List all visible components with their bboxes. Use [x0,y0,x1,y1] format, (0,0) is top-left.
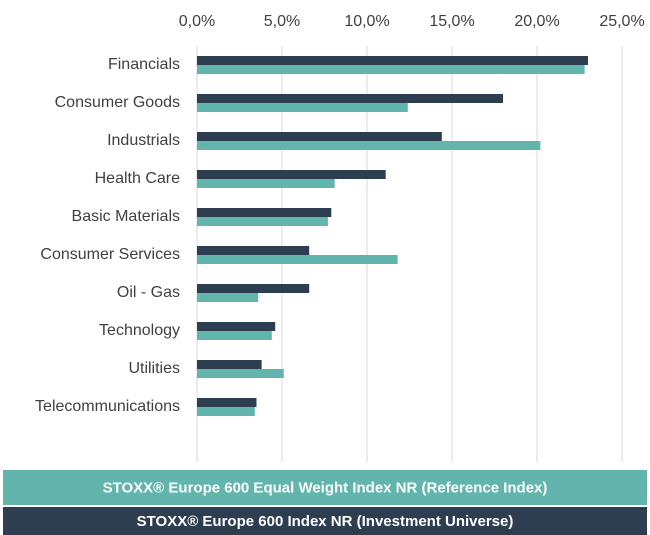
y-tick-label: Industrials [107,132,180,149]
x-tick-label: 20,0% [514,13,559,30]
bar [197,322,276,331]
y-tick-label: Consumer Services [40,246,180,263]
bar [197,141,541,150]
bar [197,246,310,255]
bar [197,407,255,416]
bar [197,94,503,103]
bar [197,179,335,188]
x-tick-label: 15,0% [429,13,474,30]
legend-label: STOXX® Europe 600 Index NR (Investment U… [137,513,514,530]
x-tick-label: 5,0% [264,13,300,30]
x-tick-label: 10,0% [344,13,389,30]
y-tick-label: Financials [108,56,180,73]
y-tick-label: Utilities [128,360,180,377]
legend-swatch [3,470,647,505]
y-tick-label: Technology [99,322,180,339]
bar [197,208,332,217]
legend-label: STOXX® Europe 600 Equal Weight Index NR … [103,479,548,496]
bar [197,56,588,65]
y-tick-label: Oil - Gas [117,284,180,301]
bar [197,369,284,378]
y-tick-label: Telecommunications [35,398,180,415]
legend-swatch [3,507,647,535]
bar [197,284,310,293]
x-tick-label: 25,0% [599,13,644,30]
x-tick-label: 0,0% [179,13,215,30]
bar [197,132,442,141]
bar [197,360,262,369]
y-tick-label: Basic Materials [72,208,180,225]
y-tick-label: Health Care [95,170,180,187]
bar [197,65,585,74]
bar [197,217,328,226]
bar [197,398,257,407]
bar [197,293,259,302]
y-tick-label: Consumer Goods [55,94,180,111]
bar [197,103,408,112]
bar [197,331,272,340]
bar [197,255,398,264]
bar [197,170,386,179]
